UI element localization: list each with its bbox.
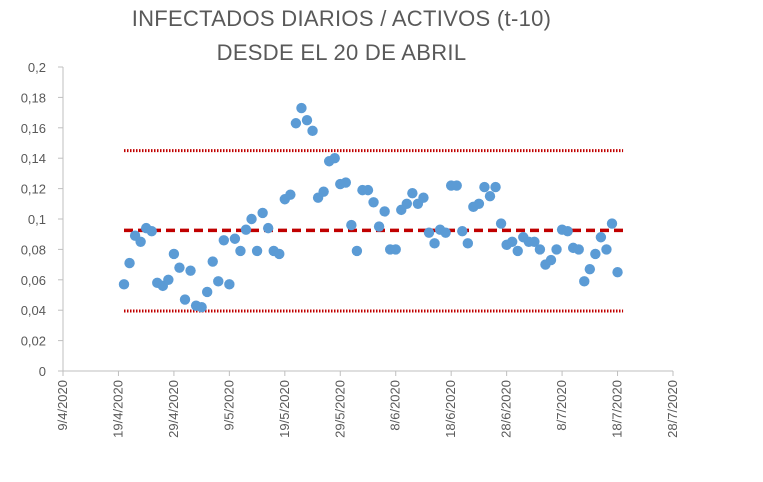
data-point [246,213,257,225]
data-point [601,244,612,255]
y-tick-label: 0,04 [21,303,46,318]
data-point [235,245,246,257]
x-tick-label: 29/5/2020 [332,380,347,438]
data-point [301,115,313,126]
data-point [207,256,218,267]
data-point [351,245,363,257]
data-point [318,186,329,197]
data-point [495,218,507,229]
data-point [584,263,596,275]
data-point [346,219,357,231]
y-tick-label: 0,02 [21,334,46,349]
data-point [457,225,468,237]
data-point [551,244,562,255]
y-tick-label: 0,12 [21,182,46,197]
data-point [224,279,235,290]
x-tick-label: 9/4/2020 [55,380,70,431]
data-point [418,192,429,203]
data-point [373,221,385,232]
x-tick-label: 29/4/2020 [166,380,181,438]
y-tick-label: 0 [39,364,46,379]
data-point [451,180,462,191]
data-point [490,181,501,193]
data-point [579,276,590,287]
x-tick-label: 19/5/2020 [277,380,292,438]
x-tick-label: 9/5/2020 [221,380,236,431]
data-point [262,222,274,234]
data-point [135,236,146,247]
y-tick-label: 0,2 [28,60,46,75]
data-point [257,207,268,219]
data-point [484,191,496,202]
data-point [562,225,573,237]
data-point [506,236,518,247]
data-point [146,225,157,237]
data-point [296,102,307,114]
data-point [174,262,185,273]
y-tick-label: 0,18 [21,90,46,105]
data-point [118,279,130,290]
data-point [213,276,224,287]
y-tick-label: 0,14 [21,151,46,166]
data-point [595,232,607,243]
data-point [168,248,180,260]
x-tick-label: 18/7/2020 [610,380,625,438]
data-point [473,198,485,209]
data-point [423,227,435,238]
data-point [201,286,213,298]
x-tick-label: 28/6/2020 [499,380,514,438]
y-tick-label: 0,16 [21,121,46,136]
y-tick-label: 0,06 [21,273,46,288]
data-point [401,198,413,209]
data-point [329,153,340,164]
data-point [163,274,174,285]
data-point [240,224,252,235]
data-point [368,197,379,208]
data-point [274,248,285,260]
data-point [307,125,318,137]
x-tick-label: 18/6/2020 [443,380,458,438]
data-point [612,267,623,278]
data-point [545,254,557,266]
data-point [229,233,241,244]
x-tick-label: 19/4/2020 [110,380,125,438]
data-point [407,187,418,199]
x-tick-label: 8/7/2020 [554,380,569,431]
data-point [340,177,352,188]
data-point [362,184,374,196]
y-tick-label: 0,08 [21,242,46,257]
x-tick-label: 8/6/2020 [388,380,403,431]
data-point [251,245,263,257]
data-point [179,294,191,305]
chart-title-line-1: INFECTADOS DIARIOS / ACTIVOS (t-10) [131,6,552,31]
chart-title-line-2: DESDE EL 20 DE ABRIL [216,40,467,65]
data-point [590,248,601,260]
data-point [440,227,451,238]
data-point [479,181,490,193]
data-point [390,244,401,255]
data-point [429,238,440,249]
data-point [534,244,546,255]
data-point [462,238,474,249]
data-point [573,244,584,255]
data-point [185,265,196,276]
data-point [529,236,540,247]
data-point [285,189,296,200]
data-point [606,218,618,229]
data-point [196,301,207,313]
y-tick-label: 0,1 [28,212,46,227]
data-point [124,257,135,269]
data-point [218,235,230,246]
data-point [512,245,523,257]
x-tick-label: 28/7/2020 [665,380,680,438]
data-point [290,118,302,129]
data-point [379,206,390,217]
